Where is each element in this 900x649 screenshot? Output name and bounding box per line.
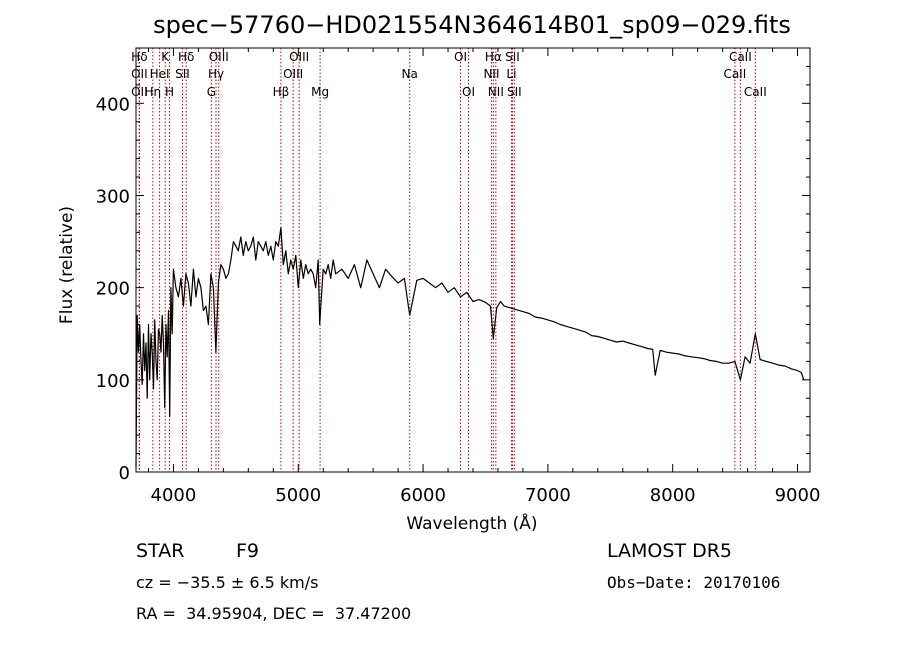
spectral-line-label: H (165, 85, 174, 99)
spectral-line-label: Mg (311, 85, 329, 99)
redshift-velocity: cz = −35.5 ± 6.5 km/s (136, 573, 319, 592)
spectral-line-label: HeI (150, 67, 170, 81)
ra-dec-coordinates: RA = 34.95904, DEC = 37.47200 (136, 604, 412, 623)
spectral-line-label: Hα (485, 50, 502, 64)
y-tick-label: 0 (119, 463, 130, 484)
x-tick-label: 6000 (400, 485, 446, 506)
spectral-line-label: NII (483, 67, 499, 81)
y-tick-label: 400 (96, 94, 130, 115)
survey-name: LAMOST DR5 (607, 540, 732, 562)
spectral-line-label: Hγ (208, 67, 224, 81)
spectral-line-label: SII (505, 50, 520, 64)
spectral-line-label: G (207, 85, 216, 99)
y-tick-label: 300 (96, 186, 130, 207)
x-tick-label: 4000 (151, 485, 197, 506)
spectral-line-label: CaII (729, 50, 752, 64)
spectral-line-label: NII (488, 85, 504, 99)
spectral-line-label: Li (506, 67, 516, 81)
spectral-line-label: Na (402, 67, 418, 81)
x-axis-ticks: 4000 5000 6000 7000 8000 9000 (147, 48, 821, 506)
x-tick-label: 9000 (775, 485, 821, 506)
spectrum-series (135, 227, 805, 468)
chart-title: spec−57760−HD021554N364614B01_sp09−029.f… (153, 11, 791, 39)
y-tick-label: 200 (96, 279, 130, 300)
y-axis-ticks: 0 100 200 300 400 (96, 65, 810, 484)
spectrum-line (135, 227, 805, 468)
object-type: STAR (136, 540, 185, 562)
x-tick-label: 8000 (650, 485, 696, 506)
y-axis-label: Flux (relative) (57, 206, 77, 324)
spectral-line-label: OIII (209, 50, 229, 64)
spectral-line-label: Hδ (131, 50, 147, 64)
spectral-line-label: CaII (723, 67, 746, 81)
plot-frame (135, 47, 811, 473)
spectral-line-label: SII (175, 67, 190, 81)
spectral-line-label: SII (507, 85, 522, 99)
spectral-subclass: F9 (236, 540, 260, 562)
spectral-line-label: CaII (744, 85, 767, 99)
x-tick-label: 5000 (275, 485, 321, 506)
spectral-line-label: Hη (145, 85, 162, 99)
spectral-line-label: OI (462, 85, 475, 99)
spectral-line-label: OI (454, 50, 467, 64)
y-tick-label: 100 (96, 371, 130, 392)
spectral-line-label: OII (131, 67, 148, 81)
spectral-line-label: Hβ (273, 85, 290, 99)
spectral-line-label: OIII (289, 50, 309, 64)
spectral-line-label: Hδ (178, 50, 194, 64)
spectral-line-label: OII (131, 85, 148, 99)
x-tick-label: 7000 (525, 485, 571, 506)
spectral-line-markers (138, 48, 756, 472)
x-axis-label: Wavelength (Å) (406, 512, 537, 534)
spectral-line-label: K (161, 50, 170, 64)
observation-date: Obs−Date: 20170106 (607, 573, 781, 592)
spectral-line-label: OIII (283, 67, 303, 81)
